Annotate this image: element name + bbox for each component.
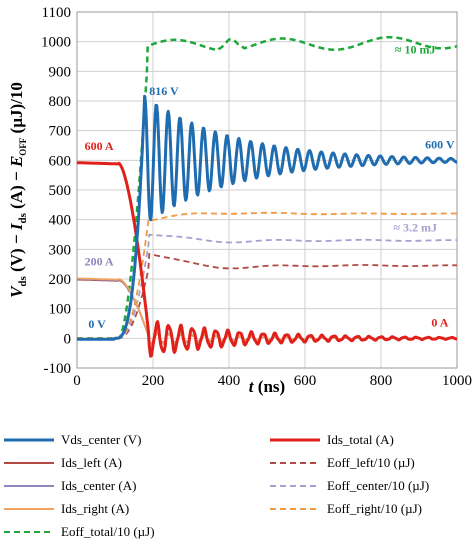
- y-tick-label: 400: [49, 213, 72, 229]
- x-axis-title: t (ns): [249, 377, 285, 396]
- y-tick-label: 0: [64, 331, 72, 347]
- legend-label: Eoff_total/10 (µJ): [61, 524, 155, 539]
- series-line-0: [76, 94, 458, 341]
- y-tick-label: -100: [44, 361, 72, 377]
- legend-label: Eoff_center/10 (µJ): [327, 478, 429, 493]
- legend: Vds_center (V) Ids_total (A) Ids_left (A) E…: [4, 432, 429, 539]
- series-line-1: [76, 161, 458, 358]
- y-tick-label: 600: [49, 153, 72, 169]
- y-tick-label: 700: [49, 124, 72, 140]
- x-tick-label: 400: [218, 373, 241, 389]
- y-tick-labels: -100 0 100 200 300 400 500 600 700 800 900 1000 1100: [41, 5, 71, 377]
- legend-label: Vds_center (V): [61, 432, 142, 447]
- series-line-5: [76, 233, 458, 340]
- series-line-3: [76, 253, 458, 340]
- x-tick-label: 600: [294, 373, 317, 389]
- annotations: 816 V 600 V 600 A 200 A 0 V 0 A ≈ 10 mJ ≈ 3.2 m…: [85, 43, 455, 331]
- y-tick-label: 900: [49, 64, 72, 80]
- series-line-8: [76, 35, 458, 340]
- legend-label: Ids_total (A): [327, 432, 394, 447]
- annotation-label: 600 V: [425, 137, 455, 151]
- legend-label: Ids_center (A): [61, 478, 136, 493]
- x-tick-label: 200: [142, 373, 165, 389]
- series-lines: [76, 35, 458, 358]
- legend-label: Ids_right (A): [61, 501, 129, 516]
- y-tick-label: 200: [49, 272, 72, 288]
- y-tick-label: 500: [49, 183, 72, 199]
- annotation-label: 0 A: [431, 315, 448, 329]
- series-line-7: [76, 211, 458, 340]
- y-tick-label: 100: [49, 302, 72, 318]
- annotation-label: 816 V: [149, 84, 179, 98]
- plot-frame: [76, 11, 458, 369]
- annotation-label: ≈ 3.2 mJ: [393, 221, 437, 235]
- legend-label: Ids_left (A): [61, 455, 122, 470]
- annotation-label: 0 V: [88, 317, 106, 331]
- y-tick-label: 1000: [41, 35, 71, 51]
- legend-label: Eoff_right/10 (µJ): [327, 501, 422, 516]
- legend-label: Eoff_left/10 (µJ): [327, 455, 415, 470]
- y-tick-label: 800: [49, 94, 72, 110]
- x-tick-label: 0: [73, 373, 81, 389]
- annotation-label: 200 A: [85, 255, 114, 269]
- x-tick-labels: 0 200 400 600 800 1000: [73, 373, 472, 389]
- annotation-label: ≈ 10 mJ: [395, 43, 436, 57]
- y-tick-label: 1100: [42, 5, 71, 21]
- x-tick-label: 800: [370, 373, 393, 389]
- x-tick-label: 1000: [442, 373, 472, 389]
- y-axis-title: Vds (V) − Ids (A) − EOFF (µJ)/10: [7, 82, 29, 298]
- annotation-label: 600 A: [85, 139, 114, 153]
- y-tick-label: 300: [49, 242, 72, 258]
